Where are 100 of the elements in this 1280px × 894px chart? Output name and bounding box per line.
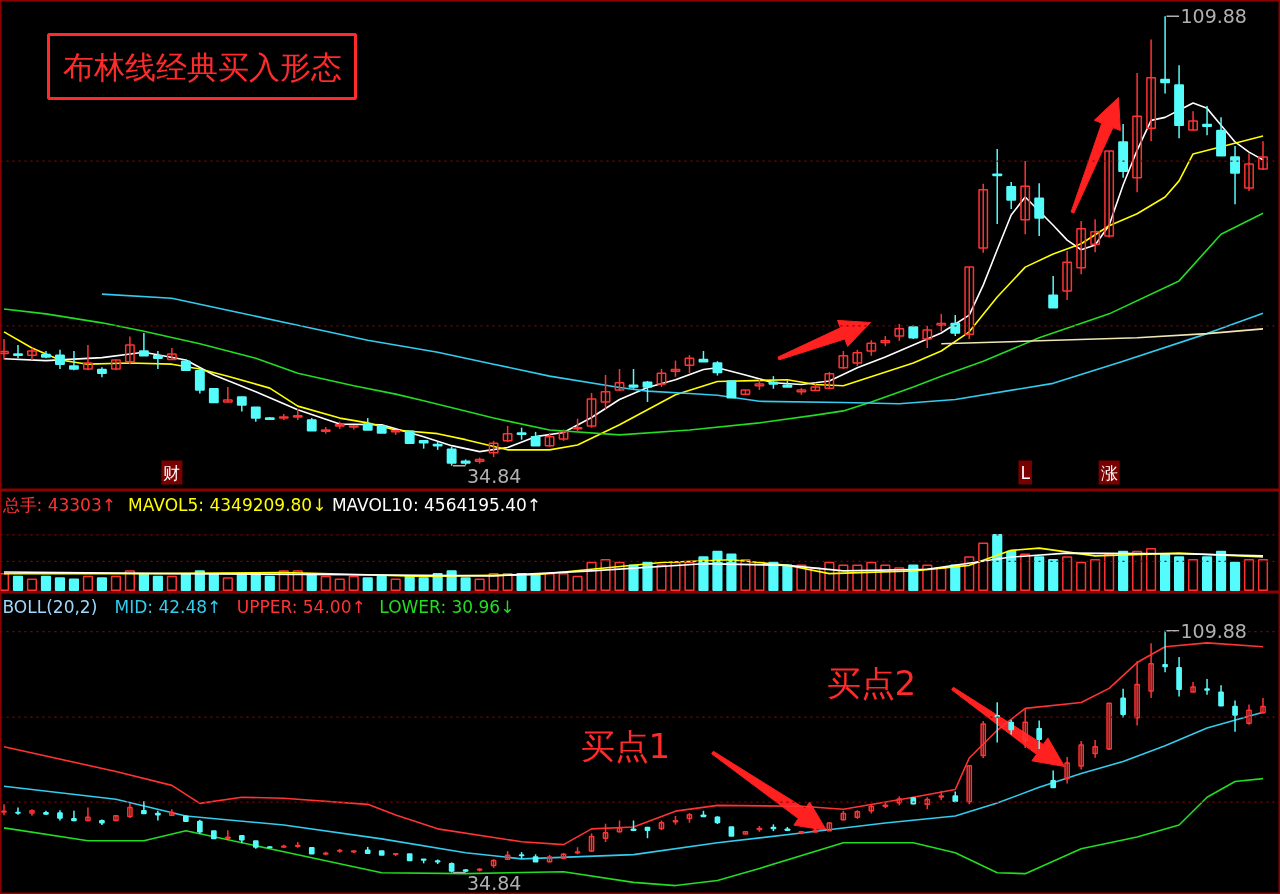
candlestick [1202,105,1212,137]
candlestick [1076,220,1087,276]
candlestick [964,266,975,340]
candlestick [978,183,989,254]
bar [446,570,457,592]
candlestick [1120,687,1126,719]
bar [362,577,373,592]
text: 布林线经典买入形态 [62,48,342,85]
bar [1229,561,1241,592]
candlestick [152,350,163,370]
candlestick [1232,699,1238,733]
bar [166,575,177,592]
candlestick [138,332,149,357]
candlestick [169,808,175,817]
candlestick [602,822,609,843]
candlestick [1160,15,1171,95]
candlestick [1090,218,1101,253]
bar [488,572,499,592]
bar [1048,559,1059,592]
bar [1034,556,1045,592]
candlestick [614,368,625,392]
candlestick [586,392,597,429]
annotation: 34.84 [467,871,522,894]
candlestick [85,806,91,822]
candlestick [127,802,133,819]
bar [992,534,1003,592]
bar [656,564,667,592]
candlestick [1006,181,1017,210]
bar [978,542,989,592]
chart-title: BOLL(20,2) [2,596,98,617]
candlestick [1244,152,1254,192]
candlestick [1190,681,1196,693]
bar [348,575,359,592]
candlestick [222,386,233,403]
candlestick [15,806,21,816]
candlestick [950,314,961,337]
candlestick [1258,140,1268,171]
bar [1201,556,1213,592]
candlestick [1146,38,1157,143]
bar [558,572,569,592]
bar [460,577,471,592]
bar [1090,559,1101,592]
candlestick [922,325,933,349]
candlestick [1104,150,1115,239]
candlestick [292,408,303,421]
bar [82,575,94,592]
candlestick [1064,756,1071,785]
text: MAVOL10: 4564195.40↑ [331,494,542,515]
bar [502,572,513,592]
annotation: 34.84 [467,464,522,487]
candlestick [1230,145,1240,205]
bar [96,577,108,592]
bar [810,567,821,592]
candlestick [1078,740,1084,771]
bar [1215,550,1227,592]
bar [670,561,681,592]
bar [544,572,555,592]
annotation: 买点1 [580,725,671,766]
text: MAVOL5: 4349209.80↓ [128,494,327,515]
candlestick [1,803,7,817]
bar [740,559,751,592]
bar [894,567,905,592]
bar [1006,550,1017,592]
candlestick [141,800,147,815]
category-label: L [1020,462,1030,483]
text: LOWER: 30.96↓ [379,596,515,617]
bar [264,575,275,592]
bar [936,567,947,592]
bar [376,575,387,592]
bar [334,578,345,592]
text: 总手: 43303↑ [1,494,116,515]
bar [124,570,135,592]
bar [1020,553,1031,592]
candlestick [1048,275,1059,309]
bar [600,559,611,592]
candlestick [82,344,93,371]
candlestick [1034,182,1045,237]
bar [1132,550,1143,592]
candlestick [1134,660,1140,727]
candlestick [1204,678,1210,696]
bar [12,575,24,592]
bar [1187,559,1199,592]
annotation: 109.88 [1180,5,1247,28]
bar [474,578,485,592]
bar [530,572,541,592]
candlestick [600,374,611,410]
bar [824,561,835,592]
candlestick [224,829,231,839]
candlestick [994,701,1001,744]
bar [1062,556,1073,592]
bar [964,556,975,592]
bar [1104,553,1115,592]
candlestick [1092,739,1098,759]
candlestick [1020,160,1031,235]
bar [1257,559,1269,592]
bar [404,575,415,592]
candlestick [446,446,457,467]
candlestick [1162,629,1168,673]
candlestick [1246,703,1252,726]
bar [54,577,66,592]
